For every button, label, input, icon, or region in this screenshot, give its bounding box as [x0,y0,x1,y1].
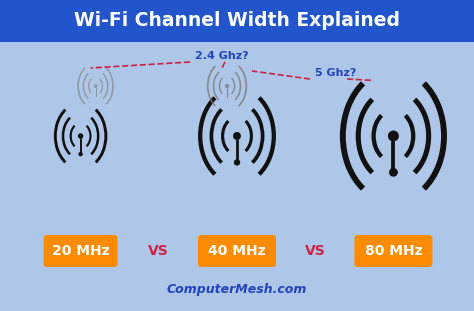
Text: Wi-Fi Channel Width Explained: Wi-Fi Channel Width Explained [74,12,400,30]
Circle shape [233,132,241,140]
Text: 80 MHz: 80 MHz [365,244,422,258]
Circle shape [94,84,98,88]
Text: 5 Ghz?: 5 Ghz? [315,68,356,78]
FancyBboxPatch shape [44,235,118,267]
Circle shape [78,152,83,156]
Circle shape [388,131,399,142]
Circle shape [234,159,240,165]
Text: 40 MHz: 40 MHz [208,244,266,258]
Circle shape [225,84,229,88]
Circle shape [389,168,398,177]
Text: 2.4 Ghz?: 2.4 Ghz? [195,51,249,61]
Bar [0,0,474,42]
FancyBboxPatch shape [198,235,276,267]
FancyBboxPatch shape [355,235,432,267]
Text: VS: VS [305,244,326,258]
Text: 20 MHz: 20 MHz [52,244,109,258]
Text: ComputerMesh.com: ComputerMesh.com [167,282,307,295]
Text: VS: VS [148,244,169,258]
Circle shape [78,133,83,139]
